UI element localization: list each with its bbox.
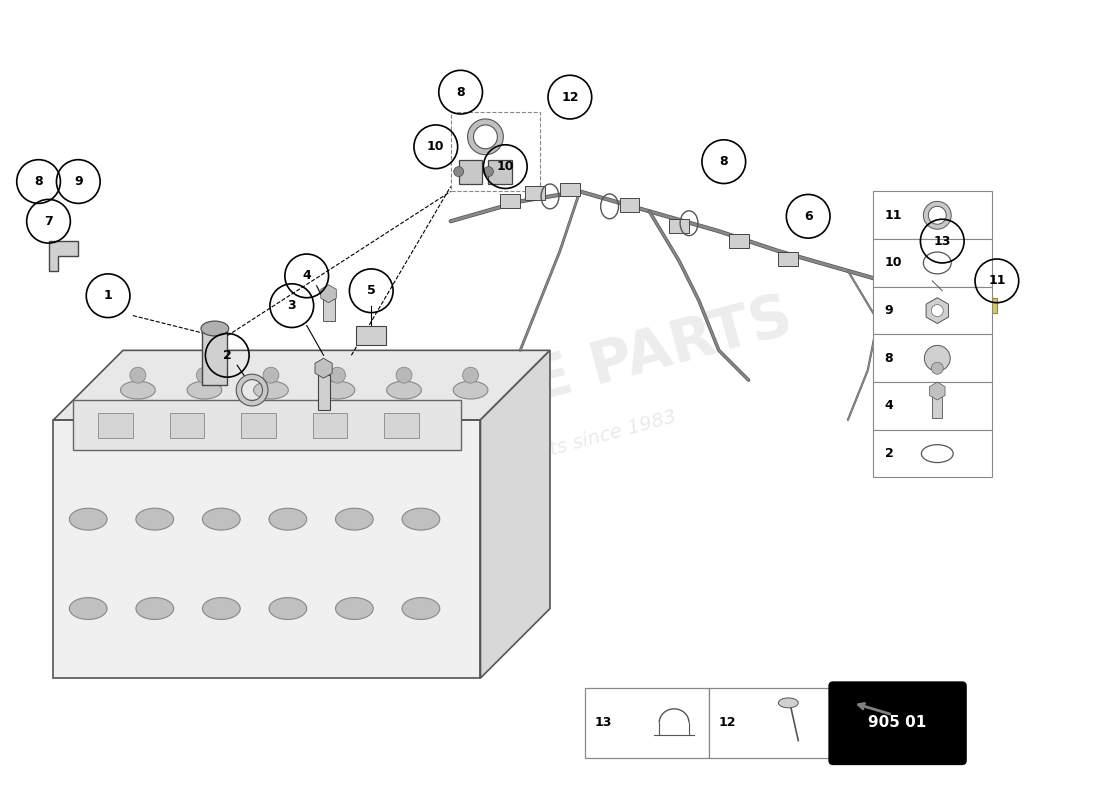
Bar <box>975 298 997 313</box>
Ellipse shape <box>270 508 307 530</box>
Circle shape <box>932 362 944 374</box>
Ellipse shape <box>121 381 155 399</box>
Text: 7: 7 <box>44 214 53 228</box>
Circle shape <box>263 367 279 383</box>
Text: 2: 2 <box>223 349 232 362</box>
Text: 12: 12 <box>718 716 736 730</box>
Ellipse shape <box>779 698 799 708</box>
Text: 10: 10 <box>496 160 514 173</box>
Bar <box>872 286 992 334</box>
Polygon shape <box>74 400 461 450</box>
Text: 12: 12 <box>561 90 579 104</box>
Bar <box>619 198 639 212</box>
Bar <box>933 394 943 418</box>
Ellipse shape <box>201 321 229 336</box>
Bar <box>318 375 330 410</box>
Bar <box>500 194 520 208</box>
Bar <box>98 413 133 438</box>
Text: 1: 1 <box>103 290 112 302</box>
Bar <box>451 112 540 191</box>
Circle shape <box>463 367 478 383</box>
Bar <box>525 186 544 200</box>
Bar <box>202 330 228 385</box>
Ellipse shape <box>386 381 421 399</box>
Circle shape <box>932 305 944 317</box>
Polygon shape <box>54 350 550 420</box>
Polygon shape <box>481 350 550 678</box>
Ellipse shape <box>402 598 440 619</box>
Polygon shape <box>54 420 481 678</box>
Bar <box>872 382 992 430</box>
Ellipse shape <box>202 598 240 619</box>
Text: 8: 8 <box>884 352 893 365</box>
Text: 8: 8 <box>456 86 465 98</box>
Text: 4: 4 <box>884 399 893 413</box>
Ellipse shape <box>69 508 107 530</box>
Ellipse shape <box>136 598 174 619</box>
Ellipse shape <box>270 598 307 619</box>
Bar <box>459 160 483 183</box>
Bar <box>728 234 749 248</box>
Ellipse shape <box>69 598 107 619</box>
Text: 11: 11 <box>988 274 1005 287</box>
Bar <box>779 252 799 266</box>
Circle shape <box>130 367 146 383</box>
Text: ELUSIVE PARTS: ELUSIVE PARTS <box>301 288 799 472</box>
Ellipse shape <box>187 381 222 399</box>
Bar <box>312 413 348 438</box>
Polygon shape <box>48 241 78 271</box>
Text: 905 01: 905 01 <box>868 715 926 730</box>
Circle shape <box>396 367 412 383</box>
Text: 2: 2 <box>884 447 893 460</box>
Circle shape <box>330 367 345 383</box>
Bar <box>708 688 833 758</box>
Text: 10: 10 <box>427 140 444 154</box>
Ellipse shape <box>336 598 373 619</box>
Bar <box>872 191 992 239</box>
Text: 4: 4 <box>302 270 311 282</box>
Ellipse shape <box>402 508 440 530</box>
Text: 9: 9 <box>74 175 82 188</box>
Text: 10: 10 <box>884 257 902 270</box>
Ellipse shape <box>254 381 288 399</box>
Bar <box>872 334 992 382</box>
Text: 11: 11 <box>884 209 902 222</box>
Bar <box>585 688 708 758</box>
Text: 5: 5 <box>367 284 375 298</box>
Text: 8: 8 <box>34 175 43 188</box>
FancyBboxPatch shape <box>829 682 966 765</box>
Circle shape <box>197 367 212 383</box>
Text: 8: 8 <box>719 155 728 168</box>
Text: a part for parts since 1983: a part for parts since 1983 <box>422 406 678 493</box>
Bar <box>872 239 992 286</box>
Bar <box>322 298 334 321</box>
Bar <box>169 413 205 438</box>
Ellipse shape <box>336 508 373 530</box>
Text: 3: 3 <box>287 299 296 312</box>
Bar <box>356 326 386 346</box>
Bar <box>872 430 992 478</box>
Circle shape <box>453 166 463 177</box>
Ellipse shape <box>320 381 355 399</box>
Text: 6: 6 <box>804 210 813 222</box>
Text: 13: 13 <box>934 234 950 248</box>
Bar <box>560 182 580 197</box>
Ellipse shape <box>202 508 240 530</box>
Ellipse shape <box>453 381 488 399</box>
Bar <box>488 160 513 183</box>
Bar <box>384 413 419 438</box>
Bar <box>241 413 276 438</box>
Circle shape <box>924 346 950 371</box>
Ellipse shape <box>136 508 174 530</box>
Circle shape <box>484 166 494 177</box>
Text: 9: 9 <box>884 304 893 317</box>
Bar <box>669 219 689 233</box>
Text: 13: 13 <box>595 716 612 730</box>
